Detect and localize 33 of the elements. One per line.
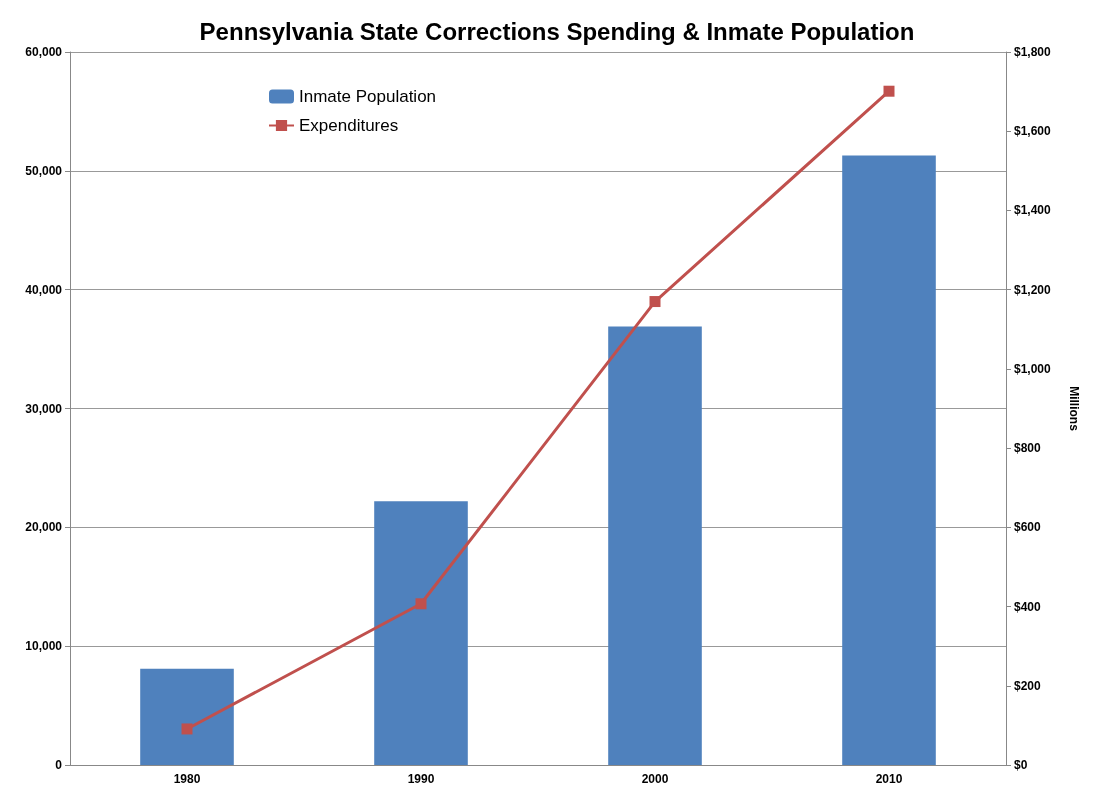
chart-title: Pennsylvania State Corrections Spending & Inmate Population <box>199 17 915 45</box>
y2-tick-label: $400 <box>1014 599 1042 614</box>
x-tick-label: 2000 <box>641 772 669 786</box>
bar <box>140 668 234 765</box>
y2-tick-label: $800 <box>1014 441 1042 456</box>
legend-label: Inmate Population <box>299 87 437 106</box>
y-tick-label: 0 <box>55 758 63 772</box>
point <box>883 85 895 97</box>
y2-tick-label: $200 <box>1014 678 1042 693</box>
x-tick-label: 2010 <box>875 772 903 786</box>
point <box>649 296 661 308</box>
y-tick-label: 20,000 <box>25 520 63 535</box>
y-tick-label: 50,000 <box>25 163 63 178</box>
y-tick-label: 40,000 <box>25 282 63 297</box>
y2-axis-title: Millions <box>1067 386 1081 432</box>
x-tick-label: 1990 <box>407 772 435 786</box>
point <box>181 723 193 735</box>
point <box>415 598 427 610</box>
y2-tick-label: $1,200 <box>1014 282 1052 297</box>
bar <box>608 326 702 765</box>
y2-tick-label: $1,000 <box>1014 361 1052 376</box>
y-tick-label: 30,000 <box>25 401 63 416</box>
y-tick-label: 10,000 <box>25 639 63 654</box>
bar <box>374 501 468 765</box>
y2-tick-label: $1,400 <box>1014 203 1052 218</box>
y2-tick-label: $1,600 <box>1014 124 1052 139</box>
y2-tick-label: $600 <box>1014 520 1042 535</box>
x-tick-label: 1980 <box>173 772 201 786</box>
legend-label: Expenditures <box>299 116 399 135</box>
bar <box>842 155 936 765</box>
y-tick-label: 60,000 <box>25 45 63 59</box>
y2-tick-label: $0 <box>1014 758 1028 772</box>
y2-tick-label: $1,800 <box>1014 45 1052 59</box>
